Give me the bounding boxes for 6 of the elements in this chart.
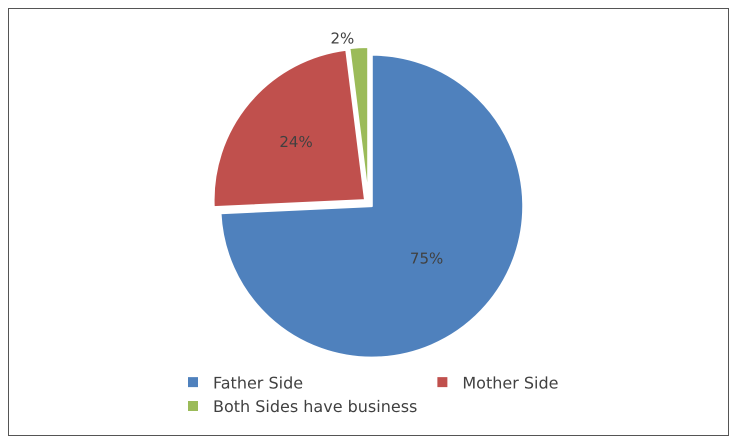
legend-label: Both Sides have business [213,397,418,416]
data-label: 2% [330,29,354,48]
legend-label: Father Side [213,373,304,392]
legend-label: Mother Side [462,373,558,392]
data-label: 24% [279,132,313,151]
data-label: 75% [410,249,444,268]
